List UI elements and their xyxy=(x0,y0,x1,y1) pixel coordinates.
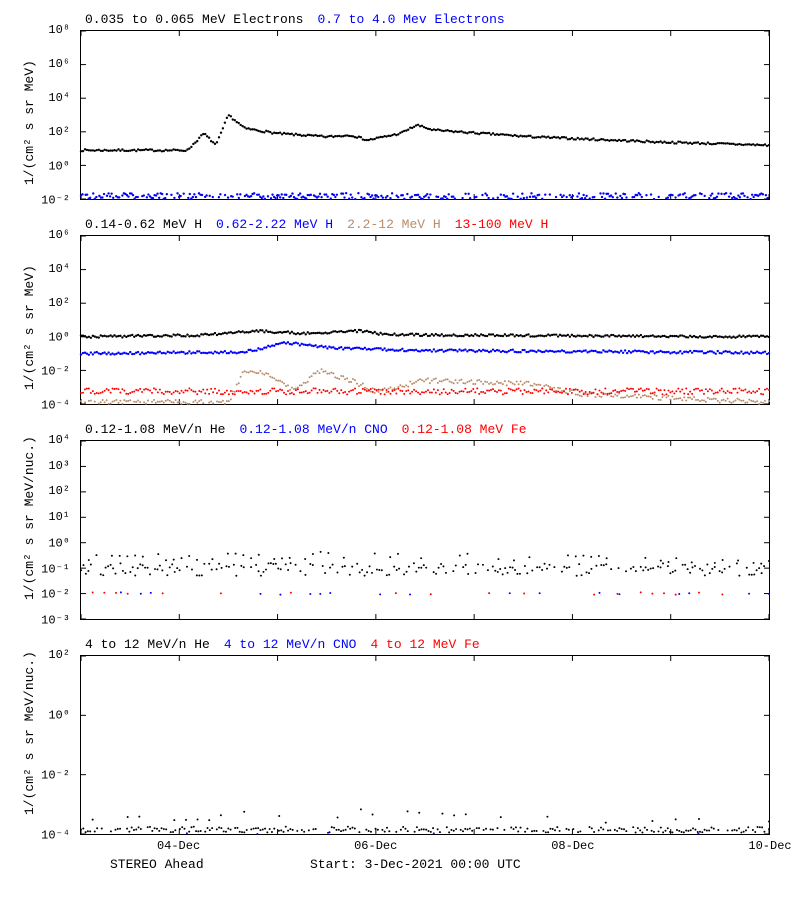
legend-item: 2.2-12 MeV H xyxy=(347,217,441,232)
legend-item: 4 to 12 MeV/n CNO xyxy=(224,637,357,652)
y-tick-label: 10³ xyxy=(0,459,70,473)
plot-svg xyxy=(81,31,769,199)
y-tick-label: 10² xyxy=(0,296,70,310)
y-tick-label: 10⁴ xyxy=(0,433,70,447)
mission-label: STEREO Ahead xyxy=(110,857,204,872)
x-tick-label: 10-Dec xyxy=(748,839,791,853)
series xyxy=(88,551,770,565)
x-tick-label: 08-Dec xyxy=(551,839,594,853)
y-tick-label: 10⁰ xyxy=(0,159,70,174)
panel-legend: 0.12-1.08 MeV/n He 0.12-1.08 MeV/n CNO 0.1… xyxy=(85,422,541,437)
panel-legend: 4 to 12 MeV/n He 4 to 12 MeV/n CNO 4 to 12… xyxy=(85,637,494,652)
y-axis-label: 1/(cm² s sr MeV/nuc.) xyxy=(22,795,37,815)
y-tick-label: 10¹ xyxy=(0,510,70,524)
x-tick-label: 06-Dec xyxy=(354,839,397,853)
series xyxy=(80,192,769,200)
plot-svg xyxy=(81,656,769,834)
y-tick-label: 10⁻² xyxy=(0,193,70,208)
y-tick-label: 10⁻² xyxy=(0,587,70,602)
x-tick-label: 04-Dec xyxy=(157,839,200,853)
panel-legend: 0.035 to 0.065 MeV Electrons 0.7 to 4.0 M… xyxy=(85,12,519,27)
y-tick-label: 10² xyxy=(0,484,70,498)
y-tick-label: 10⁻⁴ xyxy=(0,398,70,413)
series xyxy=(80,114,770,152)
legend-item: 0.7 to 4.0 Mev Electrons xyxy=(317,12,504,27)
series xyxy=(80,387,770,395)
legend-item: 0.12-1.08 MeV Fe xyxy=(402,422,527,437)
y-tick-label: 10⁻³ xyxy=(0,613,70,628)
legend-item: 4 to 12 MeV/n He xyxy=(85,637,210,652)
chart-panel-3 xyxy=(80,655,770,835)
y-tick-label: 10² xyxy=(0,648,70,662)
y-tick-label: 10⁻² xyxy=(0,768,70,783)
legend-item: 0.62-2.22 MeV H xyxy=(216,217,333,232)
chart-panel-2 xyxy=(80,440,770,620)
series xyxy=(80,341,770,356)
series xyxy=(92,591,724,595)
y-tick-label: 10⁴ xyxy=(0,91,70,105)
series xyxy=(80,826,770,834)
y-tick-label: 10⁻¹ xyxy=(0,561,70,576)
figure-root: 1/(cm² s sr MeV)0.035 to 0.065 MeV Elect… xyxy=(0,0,800,900)
legend-item: 0.14-0.62 MeV H xyxy=(85,217,202,232)
series xyxy=(80,368,770,405)
series xyxy=(80,329,770,339)
legend-item: 0.12-1.08 MeV/n CNO xyxy=(239,422,387,437)
y-tick-label: 10⁶ xyxy=(0,228,70,242)
y-tick-label: 10⁰ xyxy=(0,535,70,550)
y-tick-label: 10⁻² xyxy=(0,364,70,379)
plot-svg xyxy=(81,441,769,619)
y-tick-label: 10⁶ xyxy=(0,57,70,71)
legend-item: 0.12-1.08 MeV/n He xyxy=(85,422,225,437)
y-tick-label: 10⁰ xyxy=(0,708,70,723)
series xyxy=(120,591,770,595)
y-tick-label: 10⁻⁴ xyxy=(0,828,70,843)
legend-item: 13-100 MeV H xyxy=(455,217,549,232)
start-time-label: Start: 3-Dec-2021 00:00 UTC xyxy=(310,857,521,872)
legend-item: 4 to 12 MeV Fe xyxy=(370,637,479,652)
legend-item: 0.035 to 0.065 MeV Electrons xyxy=(85,12,303,27)
y-tick-label: 10⁴ xyxy=(0,262,70,276)
plot-svg xyxy=(81,236,769,404)
panel-legend: 0.14-0.62 MeV H 0.62-2.22 MeV H 2.2-12 MeV… xyxy=(85,217,562,232)
series xyxy=(80,562,765,577)
y-tick-label: 10² xyxy=(0,125,70,139)
chart-panel-1 xyxy=(80,235,770,405)
chart-panel-0 xyxy=(80,30,770,200)
series xyxy=(92,808,770,823)
y-tick-label: 10⁰ xyxy=(0,330,70,345)
series xyxy=(186,832,700,835)
y-tick-label: 10⁸ xyxy=(0,23,70,37)
